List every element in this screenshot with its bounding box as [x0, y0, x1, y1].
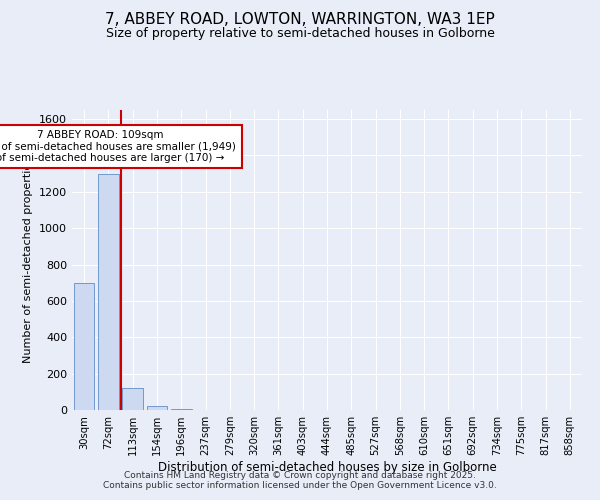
Bar: [146, 406, 167, 410]
Text: Contains HM Land Registry data © Crown copyright and database right 2025.
Contai: Contains HM Land Registry data © Crown c…: [103, 470, 497, 490]
Bar: [171, 409, 191, 410]
Text: Size of property relative to semi-detached houses in Golborne: Size of property relative to semi-detach…: [106, 28, 494, 40]
Bar: [122, 388, 143, 410]
Text: 7, ABBEY ROAD, LOWTON, WARRINGTON, WA3 1EP: 7, ABBEY ROAD, LOWTON, WARRINGTON, WA3 1…: [105, 12, 495, 28]
Y-axis label: Number of semi-detached properties: Number of semi-detached properties: [23, 157, 34, 363]
Text: 7 ABBEY ROAD: 109sqm
← 92% of semi-detached houses are smaller (1,949)
8% of sem: 7 ABBEY ROAD: 109sqm ← 92% of semi-detac…: [0, 130, 236, 163]
Bar: [98, 174, 119, 410]
Bar: [74, 282, 94, 410]
X-axis label: Distribution of semi-detached houses by size in Golborne: Distribution of semi-detached houses by …: [158, 461, 496, 474]
